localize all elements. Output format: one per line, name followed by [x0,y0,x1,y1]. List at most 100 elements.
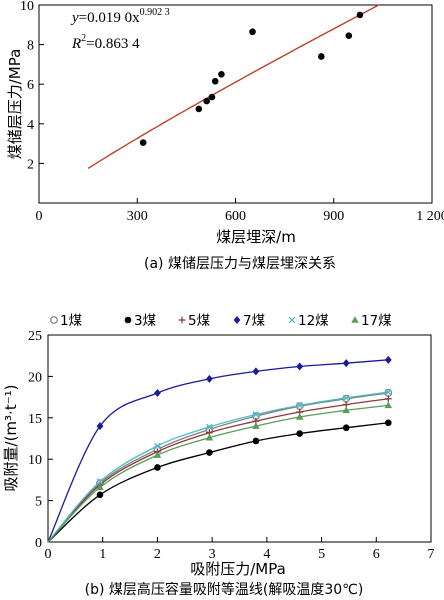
chart-b-y-tick-label: 0 [35,536,42,551]
chart-b-data-point [342,424,350,432]
chart-b-legend-item: 1煤 [50,313,83,329]
chart-b-series-4 [47,388,392,543]
chart-b-series-2 [47,395,392,543]
chart-a-data-point [211,77,219,85]
chart-b-data-point [342,406,350,414]
chart-a-x-tick-label: 0 [36,209,43,224]
chart-b-legend-marker [288,316,296,324]
chart-a-y-tick-label: 6 [27,78,34,93]
chart-a-y-tick-label: 8 [27,39,34,54]
chart-b-data-point [296,430,303,437]
chart-a-plot-frame [38,4,433,204]
chart-b-y-tick-label: 15 [28,412,42,427]
chart-b-x-tick-label: 7 [428,547,435,562]
chart-b-series-line [47,391,389,543]
chart-a-data-point [356,11,364,19]
chart-b-legend-marker [124,316,132,324]
chart-b-legend-marker [178,316,186,324]
chart-b-data-point [342,359,350,368]
chart-b-data-point [205,433,214,441]
chart-a-data-point [345,32,353,39]
chart-a-data-point [208,93,216,101]
chart-a-data-point [249,28,256,36]
chart-b-legend-marker [351,316,359,323]
chart-b-series-5 [47,401,393,543]
chart-b-series-0 [47,389,393,543]
chart-b-x-tick-label: 0 [45,547,52,562]
chart-a-data-point [139,139,147,146]
chart-b-legend-label: 3煤 [134,313,157,329]
chart-a-x-axis-label: 煤层埋深/m [216,228,296,246]
chart-b-data-point [296,362,304,371]
chart-b-legend-marker [50,316,58,324]
chart-b-series-line [47,392,389,543]
chart-a-fit [87,3,380,169]
chart-b-data-point [384,355,392,364]
chart-a-equation-line2: R2=0.863 4 [71,33,140,52]
chart-b-data-point [296,402,303,409]
chart-b-legend-item: 17煤 [351,313,392,329]
chart-a-data-point [203,97,210,105]
chart-b-axes: 0 1 2 3 4 5 6 7 0 5 10 15 20 25 [28,329,435,562]
chart-b-y-tick-label: 10 [28,453,42,468]
chart-b-data-point [252,422,260,429]
chart-a-x-tick-label: 300 [127,209,148,224]
chart-b-legend-label: 5煤 [188,313,211,329]
chart-b-x-axis-label: 吸附压力/MPa [190,560,286,578]
chart-b-data-point [252,437,260,445]
chart-b-legend-label: 7煤 [243,313,266,329]
chart-b-data-point [342,394,350,402]
chart-a-axes: 0 300 600 900 1 200 2 4 6 8 10 [20,0,444,224]
chart-b-legend-label: 17煤 [361,313,392,329]
chart-b-data-point [96,491,104,499]
chart-b-data-point [96,422,104,431]
chart-a-data-point [218,71,225,78]
chart-b-data-point [154,388,161,397]
chart-b-data-point [384,401,393,409]
chart-b-legend: 1煤 3煤 5煤 7煤 12煤 17煤 [50,313,392,329]
chart-b-data-point [295,413,304,420]
chart-b-x-tick-label: 1 [99,547,106,562]
chart-b-data-point [206,374,213,383]
chart-b-legend-item: 3煤 [124,313,157,329]
chart-b-y-tick-label: 25 [28,329,42,344]
chart-b-x-tick-label: 5 [318,547,325,562]
chart-b-legend-label: 1煤 [60,313,83,329]
chart-b-data-point [385,388,392,396]
chart-a-fit-line [87,3,380,169]
chart-b-caption: (b) 煤层高压容量吸附等温线(解吸温度30℃) [85,581,364,598]
chart-b-series-1 [47,419,392,543]
chart-b-data-point [384,395,392,403]
chart-b-x-tick-label: 4 [263,547,270,562]
chart-b-series-3 [47,355,392,543]
chart-b-data-point [154,464,161,471]
chart-b-y-tick-label: 5 [35,495,42,510]
chart-b-data-point [385,419,392,427]
chart-a-x-tick-label: 1 200 [416,209,444,224]
chart-b-data-point [206,449,213,456]
chart-a-y-tick-label: 2 [27,157,34,172]
chart-a-caption: (a) 煤储层压力与煤层埋深关系 [144,256,336,272]
chart-a-x-tick-label: 900 [323,209,344,224]
chart-b-series [47,355,393,543]
chart-b-legend-item: 7煤 [233,313,266,329]
chart-b-y-axis-label: 吸附量/(m³·t⁻¹) [2,385,20,492]
chart-a-x-tick-label: 600 [225,209,246,224]
chart-b-data-point [154,442,161,450]
chart-b-x-tick-label: 3 [209,547,216,562]
chart-a-equation-line1: y=0.019 0x0.902 3 [70,7,170,26]
chart-b-data-point [153,451,162,458]
chart-b-series-line [47,359,389,543]
chart-a-y-axis-label: 煤储层压力/MPa [6,49,24,160]
chart-b-data-point [206,423,213,431]
chart-b-data-point [96,478,104,485]
chart-b-legend-item: 5煤 [178,313,211,329]
chart-b-legend-item: 12煤 [288,313,329,329]
chart-b-x-tick-label: 2 [154,547,161,562]
chart-b-x-tick-label: 6 [373,547,380,562]
chart-a-y-tick-label: 10 [20,0,34,14]
chart-a-data-point [318,53,325,60]
chart-b-y-tick-label: 20 [28,370,42,385]
